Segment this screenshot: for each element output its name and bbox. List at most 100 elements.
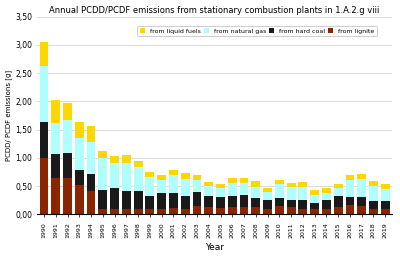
Bar — [381, 184, 390, 189]
Bar — [251, 181, 260, 187]
Bar — [346, 180, 354, 197]
Bar — [263, 200, 272, 209]
Y-axis label: PCDD/ PCDF emissions [g]: PCDD/ PCDF emissions [g] — [6, 70, 12, 161]
Bar — [169, 175, 178, 193]
Bar — [240, 178, 248, 183]
Bar — [40, 122, 48, 158]
Bar — [40, 66, 48, 122]
Bar — [122, 209, 131, 214]
Bar — [204, 196, 213, 207]
Bar — [216, 208, 225, 214]
Bar — [251, 187, 260, 198]
Bar — [287, 207, 296, 214]
Bar — [381, 201, 390, 209]
Bar — [322, 209, 331, 214]
Bar — [192, 180, 201, 192]
Bar — [157, 209, 166, 214]
Bar — [169, 170, 178, 175]
Bar — [146, 172, 154, 176]
Bar — [134, 209, 142, 214]
Bar — [263, 209, 272, 214]
Bar — [240, 183, 248, 195]
Bar — [275, 206, 284, 214]
Bar — [204, 182, 213, 186]
Bar — [251, 207, 260, 214]
Bar — [334, 196, 342, 207]
Bar — [275, 180, 284, 184]
Bar — [357, 206, 366, 214]
Bar — [181, 209, 190, 214]
Bar — [146, 176, 154, 196]
Bar — [275, 184, 284, 198]
Bar — [228, 196, 237, 207]
Bar — [87, 126, 96, 142]
Bar — [310, 209, 319, 214]
Bar — [228, 207, 237, 214]
Bar — [134, 161, 142, 167]
Bar — [122, 163, 131, 191]
Bar — [98, 190, 107, 209]
Bar — [216, 197, 225, 208]
Bar — [263, 188, 272, 192]
Bar — [287, 183, 296, 187]
Bar — [110, 156, 119, 163]
Bar — [346, 205, 354, 214]
Bar — [310, 203, 319, 209]
Bar — [157, 175, 166, 181]
Bar — [51, 154, 60, 178]
Bar — [181, 179, 190, 196]
Bar — [298, 187, 307, 200]
Bar — [287, 200, 296, 207]
Bar — [181, 173, 190, 179]
Bar — [204, 186, 213, 196]
Bar — [40, 42, 48, 66]
Bar — [134, 191, 142, 209]
Bar — [369, 209, 378, 214]
Bar — [87, 142, 96, 174]
Bar — [122, 191, 131, 209]
Bar — [298, 200, 307, 209]
Bar — [381, 189, 390, 201]
Bar — [169, 193, 178, 208]
X-axis label: Year: Year — [205, 244, 224, 252]
Bar — [75, 138, 84, 170]
Bar — [369, 181, 378, 186]
Bar — [251, 198, 260, 207]
Bar — [216, 184, 225, 188]
Bar — [298, 182, 307, 187]
Bar — [334, 184, 342, 188]
Bar — [63, 178, 72, 214]
Bar — [98, 151, 107, 158]
Bar — [204, 207, 213, 214]
Bar — [322, 188, 331, 193]
Bar — [310, 195, 319, 203]
Bar — [346, 175, 354, 180]
Bar — [240, 207, 248, 214]
Bar — [369, 186, 378, 201]
Bar — [346, 197, 354, 205]
Bar — [146, 196, 154, 209]
Bar — [322, 200, 331, 209]
Bar — [110, 188, 119, 209]
Bar — [263, 192, 272, 200]
Bar — [192, 192, 201, 206]
Bar — [40, 158, 48, 214]
Bar — [357, 197, 366, 206]
Bar — [75, 122, 84, 138]
Bar — [51, 123, 60, 154]
Bar — [98, 209, 107, 214]
Bar — [157, 181, 166, 193]
Bar — [63, 119, 72, 154]
Bar — [87, 174, 96, 191]
Bar — [87, 191, 96, 214]
Bar — [192, 206, 201, 214]
Bar — [228, 178, 237, 183]
Title: Annual PCDD/PCDF emissions from stationary combustion plants in 1.A.2.g viii: Annual PCDD/PCDF emissions from stationa… — [50, 6, 380, 14]
Bar — [322, 193, 331, 200]
Bar — [334, 188, 342, 196]
Bar — [275, 198, 284, 206]
Bar — [357, 174, 366, 179]
Bar — [75, 170, 84, 185]
Bar — [75, 185, 84, 214]
Bar — [334, 207, 342, 214]
